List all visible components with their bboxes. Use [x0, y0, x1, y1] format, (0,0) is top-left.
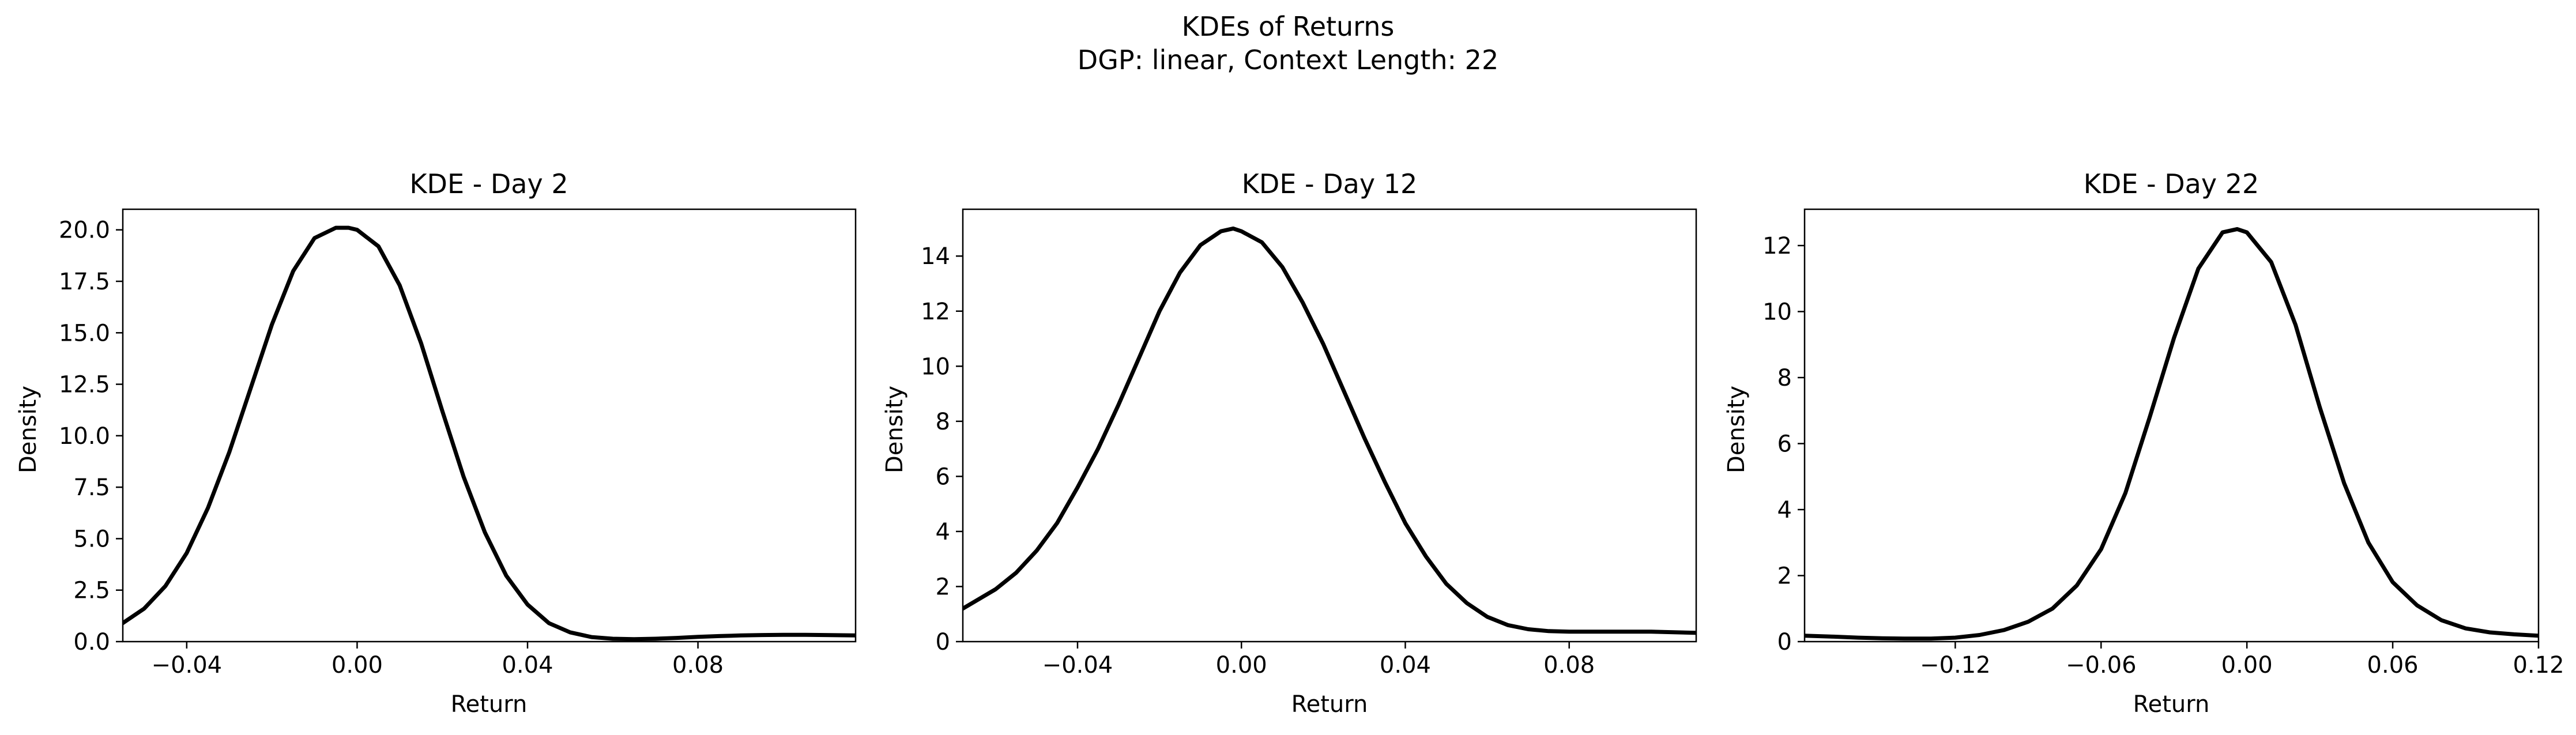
y-tick-label: 10: [1762, 299, 1792, 325]
x-tick-label: 0.04: [1380, 652, 1431, 679]
y-tick-label: 8: [1777, 365, 1792, 391]
y-tick-label: 12: [1762, 233, 1792, 259]
y-tick-label: 10.0: [59, 423, 110, 450]
x-axis-label: Return: [1291, 691, 1368, 718]
x-axis-label: Return: [2133, 691, 2210, 718]
y-tick-label: 4: [1777, 497, 1792, 523]
x-tick-label: −0.04: [152, 652, 223, 679]
x-axis-label: Return: [451, 691, 528, 718]
y-tick-label: 14: [921, 243, 950, 270]
x-tick-label: 0.00: [1216, 652, 1267, 679]
subplot-title: KDE - Day 2: [409, 168, 568, 199]
y-tick-label: 10: [921, 353, 950, 380]
x-tick-label: −0.04: [1042, 652, 1113, 679]
x-tick-label: 0.04: [502, 652, 553, 679]
kde-curve-line: [123, 225, 856, 642]
x-tick-label: 0.08: [672, 652, 724, 679]
figure-title: KDEs of Returns: [1182, 11, 1395, 42]
y-tick-label: 7.5: [73, 474, 110, 501]
x-tick-label: 0.00: [332, 652, 383, 679]
axes-frame: [1803, 208, 2540, 643]
y-tick-label: 12.5: [59, 372, 110, 398]
y-axis-label: Density: [1723, 386, 1750, 473]
subplot-day-12: KDE - Day 12 Return Density −0.04 0.00 0.0…: [882, 168, 1697, 718]
y-axis-label: Density: [15, 386, 42, 473]
x-tick-label: −0.12: [1920, 652, 1991, 679]
x-tick-label: 0.06: [2367, 652, 2419, 679]
subplot-title: KDE - Day 12: [1242, 168, 1417, 199]
y-tick-label: 6: [936, 463, 950, 490]
x-tick-label: 0.00: [2221, 652, 2273, 679]
y-tick-label: 6: [1777, 431, 1792, 457]
axes-frame: [962, 208, 1697, 643]
y-tick-label: 2: [1777, 563, 1792, 589]
y-tick-label: 4: [936, 519, 950, 545]
kde-curve-line: [1805, 227, 2539, 641]
y-tick-label: 15.0: [59, 320, 110, 346]
y-tick-label: 0: [1777, 629, 1792, 655]
x-tick-label: 0.08: [1543, 652, 1595, 679]
y-tick-label: 5.0: [73, 526, 110, 552]
y-tick-label: 0: [936, 629, 950, 655]
x-tick-label: 0.12: [2513, 652, 2564, 679]
y-axis-label: Density: [882, 386, 908, 473]
y-tick-label: 17.5: [59, 269, 110, 295]
subplot-day-22: KDE - Day 22 Return Density −0.12 −0.06 0.…: [1723, 168, 2564, 718]
x-tick-label: −0.06: [2066, 652, 2137, 679]
y-tick-label: 2: [936, 574, 950, 600]
y-tick-label: 2.5: [73, 578, 110, 604]
y-tick-label: 0.0: [73, 629, 110, 655]
y-tick-label: 12: [921, 299, 950, 325]
axes-frame: [122, 208, 857, 643]
y-tick-label: 20.0: [59, 217, 110, 244]
kde-curve-line: [963, 226, 1696, 635]
y-tick-label: 8: [936, 409, 950, 435]
subplot-day-2: KDE - Day 2 Return Density −0.04 0.00 0.04…: [15, 168, 857, 718]
subplot-title: KDE - Day 22: [2084, 168, 2259, 199]
figure-subtitle: DGP: linear, Context Length: 22: [1078, 44, 1498, 76]
